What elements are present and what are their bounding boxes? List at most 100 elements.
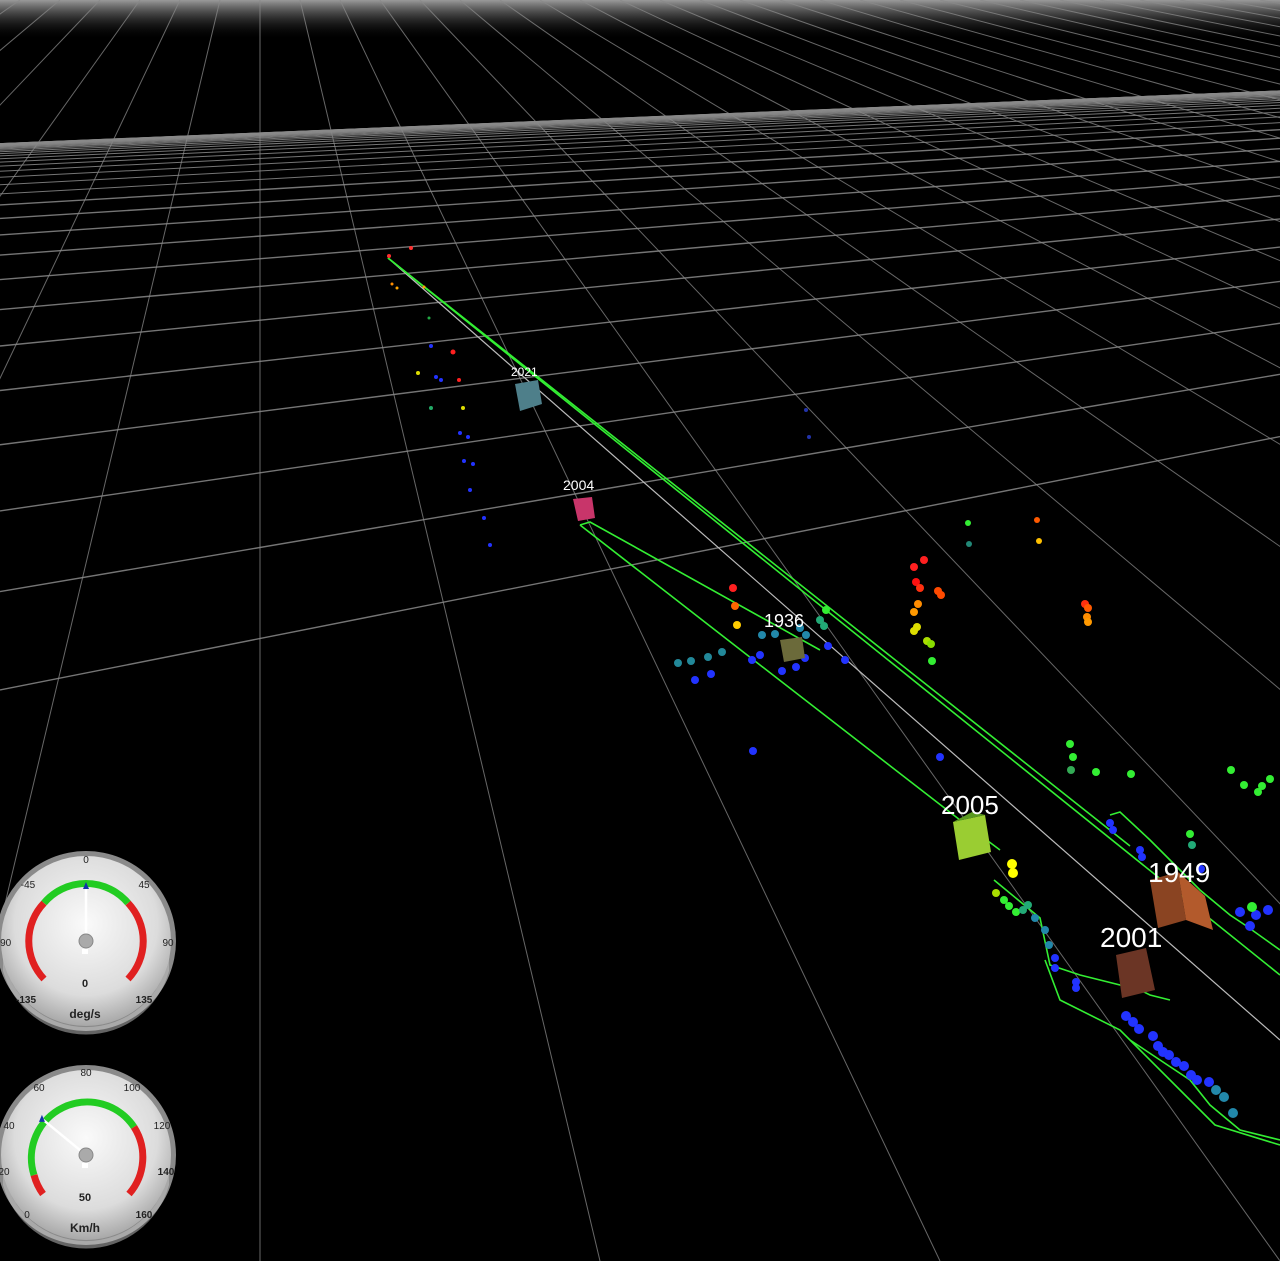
radar-point	[1138, 853, 1146, 861]
grid-line	[0, 195, 1280, 311]
radar-point	[488, 543, 492, 547]
object-box-top	[953, 812, 990, 822]
radar-point	[409, 246, 413, 250]
yaw-rate-gauge: 0 -45 45 -90 90 -135 135 0 deg/s	[0, 851, 176, 1035]
radar-point	[1258, 782, 1266, 790]
grid-line	[0, 246, 1280, 392]
radar-point	[1254, 788, 1262, 796]
radar-point	[1031, 914, 1039, 922]
grid-line	[0, 373, 1280, 593]
object-box	[1116, 948, 1155, 998]
radar-point	[434, 375, 438, 379]
object-id-label: 2021	[511, 365, 538, 379]
radar-point	[1092, 768, 1100, 776]
radar-point	[1109, 826, 1117, 834]
grid-line	[0, 102, 1280, 163]
gauge-tick-label: 40	[3, 1121, 15, 1132]
radar-point	[1127, 770, 1135, 778]
radar-point	[816, 616, 824, 624]
trajectory-line	[579, 521, 821, 651]
radar-point	[687, 657, 695, 665]
object-1936[interactable]: 1936	[764, 611, 805, 662]
grid-line	[1259, 0, 1280, 4]
trajectory-line	[1109, 811, 1280, 951]
radar-point	[1072, 978, 1080, 986]
radar-point	[733, 621, 741, 629]
object-id-label: 2005	[941, 790, 999, 820]
radar-point	[1247, 902, 1257, 912]
grid-line	[739, 0, 1280, 190]
radar-point	[450, 349, 456, 355]
radar-point	[731, 602, 739, 610]
object-2001[interactable]: 2001	[1100, 922, 1162, 998]
gauge-needle	[38, 1114, 88, 1168]
gauge-needle-tip	[38, 1114, 45, 1122]
gauge-value: 0	[82, 978, 88, 990]
radar-point	[916, 584, 924, 592]
gauge-tick-label: 90	[162, 938, 174, 949]
radar-point	[1228, 1108, 1238, 1118]
radar-point	[718, 648, 726, 656]
gauge-tick-label: 135	[136, 995, 153, 1006]
radar-point	[1051, 964, 1059, 972]
gauge-tick-label: 60	[33, 1083, 45, 1094]
radar-point	[457, 378, 461, 382]
object-box-side	[1178, 872, 1213, 930]
radar-point	[910, 563, 918, 571]
radar-point	[920, 556, 928, 564]
radar-point	[429, 344, 433, 348]
grid-line	[0, 93, 1280, 149]
grid-line	[0, 95, 1280, 153]
gauge-hub	[78, 933, 94, 949]
gauge-tick-label: -135	[16, 995, 36, 1006]
radar-point	[1186, 830, 1194, 838]
grid-line	[0, 0, 181, 380]
radar-point	[429, 406, 433, 410]
radar-point	[1245, 921, 1255, 931]
radar-point	[395, 286, 399, 290]
radar-point	[1235, 907, 1245, 917]
radar-point	[758, 631, 766, 639]
radar-point	[458, 431, 462, 435]
radar-point	[804, 408, 808, 412]
radar-point	[992, 889, 1000, 897]
object-1949[interactable]: 1949	[1148, 857, 1213, 930]
grid-line	[0, 111, 1280, 178]
radar-point	[1121, 1011, 1131, 1021]
grid-line	[0, 137, 1280, 220]
radar-point	[841, 656, 849, 664]
gauge-unit: Km/h	[70, 1221, 100, 1235]
radar-point	[1227, 766, 1235, 774]
radar-points	[387, 246, 1274, 1118]
radar-point	[439, 378, 443, 382]
grid-line	[0, 218, 1280, 347]
grid-line	[579, 0, 1280, 369]
radar-point	[461, 406, 465, 410]
gauge-hub	[78, 1147, 94, 1163]
object-id-label: 1949	[1148, 857, 1210, 888]
gauge-tick-label: 100	[124, 1083, 141, 1094]
object-2021[interactable]: 2021	[511, 365, 542, 411]
grid-line	[0, 435, 1280, 691]
trajectory-lines	[387, 257, 1280, 1146]
radar-point	[748, 656, 756, 664]
grid-line	[1059, 0, 1280, 47]
radar-point	[1000, 896, 1008, 904]
radar-point	[1263, 905, 1273, 915]
grid-line	[0, 280, 1280, 446]
gauge-needle-line	[41, 1117, 87, 1156]
object-2004[interactable]: 2004	[563, 477, 595, 521]
grid-line	[619, 0, 1280, 309]
radar-point	[416, 371, 420, 375]
radar-point	[1084, 618, 1092, 626]
trajectory-line	[387, 257, 1131, 847]
radar-point	[704, 653, 712, 661]
radar-point	[1005, 902, 1013, 910]
radar-point	[1179, 1061, 1189, 1071]
grid-line	[0, 90, 1280, 145]
grid-line	[419, 0, 1280, 905]
gauge-warn-arc-left	[25, 900, 47, 982]
object-2005[interactable]: 2005	[941, 790, 999, 860]
